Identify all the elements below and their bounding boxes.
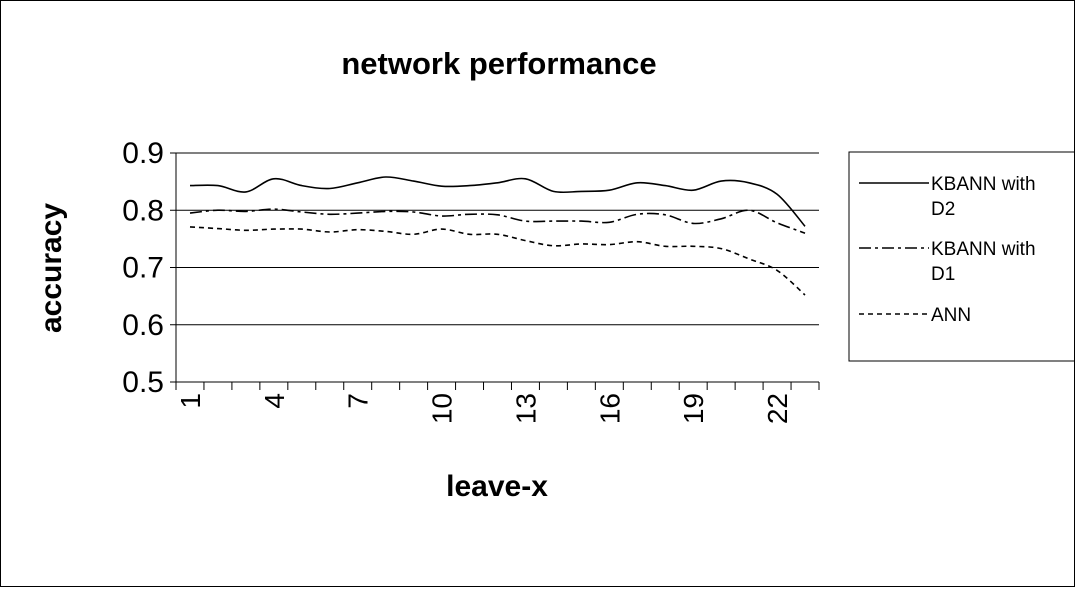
x-tick-label: 19 xyxy=(678,393,709,424)
legend-label-kbann-with-d2: KBANN with D2 xyxy=(931,174,1036,220)
y-axis-title: accuracy xyxy=(35,203,68,333)
x-tick-label: 1 xyxy=(175,393,206,409)
legend-label-kbann-with-d1: KBANN with D1 xyxy=(931,239,1036,285)
x-tick-label: 7 xyxy=(343,393,374,409)
x-tick-label: 22 xyxy=(762,393,793,424)
y-tick-label: 0.5 xyxy=(122,366,164,399)
chart-title: network performance xyxy=(341,46,656,81)
series-line-ann xyxy=(189,226,806,296)
legend-label-ann: ANN xyxy=(931,305,971,326)
legend-box xyxy=(848,151,1075,362)
x-tick-label: 4 xyxy=(259,393,290,409)
x-tick-label: 10 xyxy=(427,393,458,424)
y-tick-label: 0.7 xyxy=(122,252,164,285)
x-tick-label: 16 xyxy=(594,393,625,424)
x-tick-labels: 1 4 7 10 13 16 19 22 xyxy=(175,393,793,424)
axes xyxy=(170,152,820,390)
y-tick-labels: 0.5 0.6 0.7 0.8 0.9 xyxy=(122,137,164,399)
y-tick-label: 0.8 xyxy=(122,194,164,227)
x-axis-title: leave-x xyxy=(446,470,548,503)
series-line-kbann-with-d2 xyxy=(189,176,806,227)
series-lines xyxy=(189,176,806,296)
y-tick-label: 0.6 xyxy=(122,309,164,342)
x-tick-label: 13 xyxy=(510,393,541,424)
series-line-kbann-with-d1 xyxy=(189,208,806,234)
y-tick-label: 0.9 xyxy=(122,137,164,170)
legend: KBANN with D2 KBANN with D1 ANN xyxy=(848,151,1075,362)
